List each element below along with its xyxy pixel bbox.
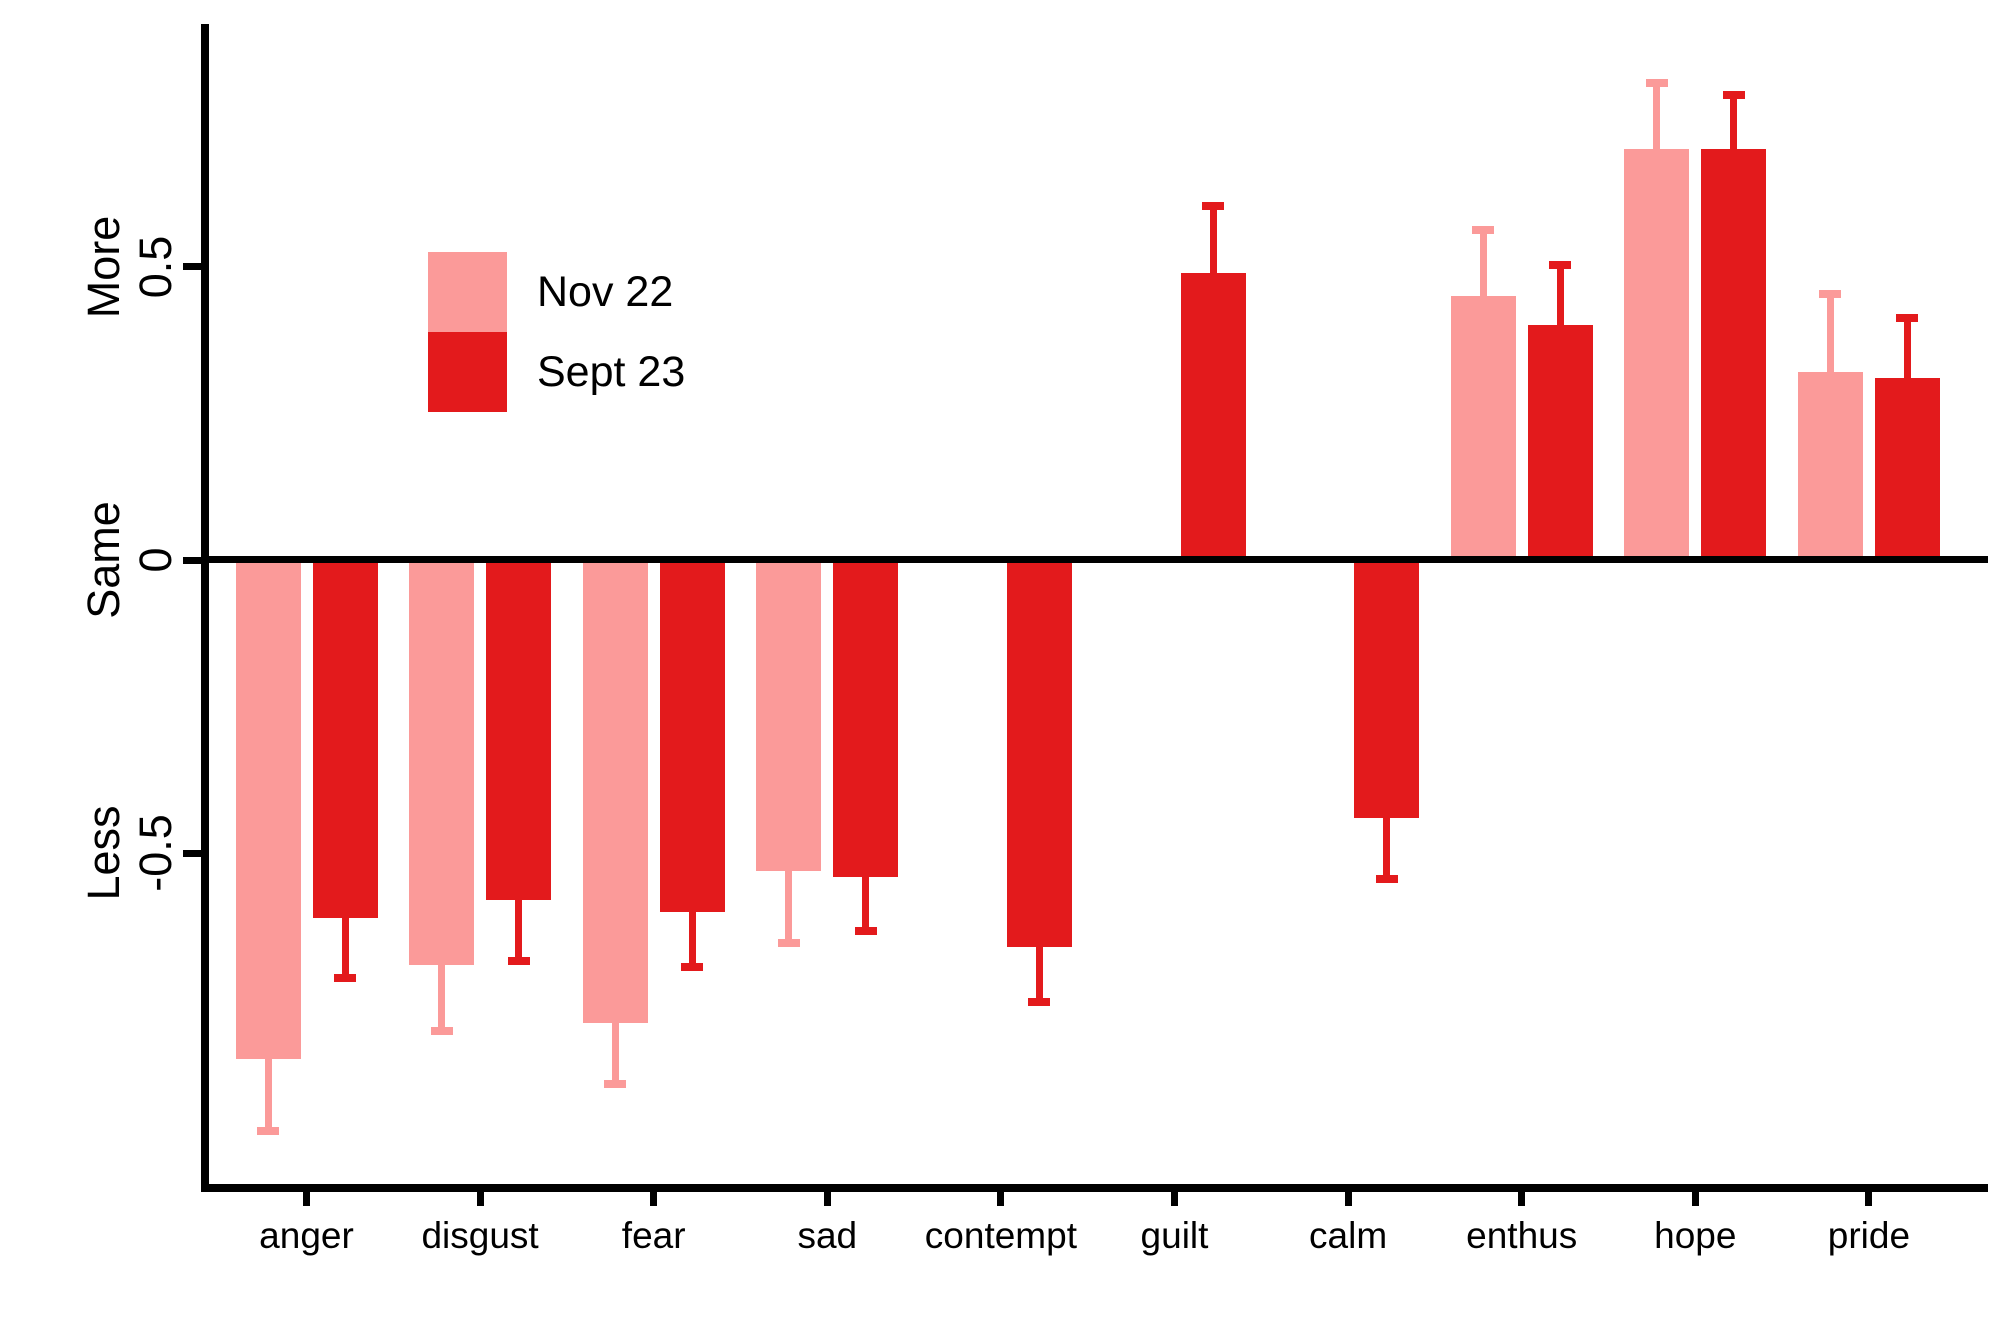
error-cap-disgust-nov-22 [430,1027,453,1036]
error-bar-contempt-sept-23 [1035,947,1043,1006]
x-tick-guilt [1171,1192,1178,1206]
y-tick--0.5 [183,849,205,857]
bar-hope-nov-22 [1624,149,1690,560]
error-cap-fear-nov-22 [604,1079,627,1088]
y-band-label-less: Less [78,805,129,901]
error-cap-fear-sept-23 [681,962,704,971]
x-label-calm: calm [1309,1215,1388,1256]
bar-enthus-sept-23 [1527,325,1593,560]
legend-item-nov-22: Nov 22 [428,252,685,332]
bar-calm-sept-23 [1354,560,1420,819]
error-cap-calm-sept-23 [1375,874,1398,883]
error-cap-contempt-sept-23 [1028,997,1051,1006]
error-cap-pride-nov-22 [1819,290,1842,299]
legend: Nov 22 Sept 23 [428,252,685,412]
x-axis-spine [201,1184,1988,1192]
x-label-disgust: disgust [421,1215,539,1256]
y-tick-label-0.5: 0.5 [130,235,181,299]
error-bar-fear-sept-23 [688,911,696,971]
error-bar-sad-nov-22 [785,870,793,948]
error-bar-pride-nov-22 [1826,290,1834,373]
error-bar-disgust-sept-23 [515,900,523,965]
x-label-guilt: guilt [1140,1215,1209,1256]
bar-anger-sept-23 [312,560,378,918]
x-tick-calm [1344,1192,1352,1206]
error-bar-enthus-sept-23 [1556,260,1564,326]
bar-contempt-sept-23 [1006,560,1072,948]
x-tick-pride [1865,1192,1873,1206]
error-bar-enthus-nov-22 [1479,225,1487,297]
x-label-contempt: contempt [924,1215,1077,1256]
error-cap-anger-sept-23 [334,974,356,983]
bar-disgust-sept-23 [486,560,552,901]
error-cap-hope-nov-22 [1645,79,1668,88]
error-bar-hope-sept-23 [1730,90,1738,150]
error-cap-disgust-sept-23 [507,956,530,965]
bar-anger-nov-22 [235,560,301,1059]
y-tick-label-0: 0 [130,547,181,573]
y-axis-spine [201,24,209,1192]
bar-hope-sept-23 [1701,149,1767,560]
x-label-pride: pride [1827,1215,1911,1256]
x-tick-hope [1691,1192,1699,1206]
x-label-anger: anger [259,1215,354,1256]
error-bar-anger-nov-22 [264,1058,272,1135]
y-tick-label--0.5: -0.5 [130,814,181,893]
x-tick-fear [650,1192,658,1206]
legend-label-nov-22: Nov 22 [537,267,674,316]
bar-guilt-sept-23 [1180,272,1246,560]
legend-swatch-sept-23 [428,332,507,412]
x-tick-anger [303,1192,310,1206]
bar-enthus-nov-22 [1450,296,1516,560]
legend-label-sept-23: Sept 23 [537,347,686,396]
error-cap-pride-sept-23 [1896,313,1919,322]
legend-swatch-nov-22 [428,252,507,332]
error-bar-guilt-sept-23 [1209,202,1217,273]
bar-pride-nov-22 [1797,372,1863,560]
x-label-hope: hope [1654,1215,1737,1256]
bar-sad-sept-23 [833,560,899,877]
bar-fear-sept-23 [659,560,725,912]
y-tick-0.5 [183,263,205,271]
bar-pride-sept-23 [1874,378,1940,560]
error-bar-sad-sept-23 [862,876,870,936]
x-label-sad: sad [797,1215,858,1256]
error-cap-anger-nov-22 [257,1126,279,1135]
legend-item-sept-23: Sept 23 [428,332,685,412]
error-bar-pride-sept-23 [1903,313,1911,379]
y-tick-0 [183,556,205,564]
y-band-label-same: Same [78,501,129,619]
bar-fear-nov-22 [582,560,648,1024]
zero-baseline [201,556,1988,563]
error-cap-sad-sept-23 [854,927,877,936]
x-tick-contempt [997,1192,1005,1206]
y-band-label-more: More [78,215,129,319]
x-tick-enthus [1518,1192,1526,1206]
error-cap-sad-nov-22 [777,939,800,948]
error-cap-hope-sept-23 [1722,90,1745,99]
error-bar-fear-nov-22 [611,1023,619,1088]
x-label-enthus: enthus [1466,1215,1578,1256]
error-cap-guilt-sept-23 [1202,202,1224,211]
x-tick-sad [823,1192,831,1206]
error-bar-disgust-nov-22 [438,964,446,1036]
bar-disgust-nov-22 [409,560,475,965]
error-bar-calm-sept-23 [1383,818,1391,883]
error-cap-enthus-nov-22 [1472,225,1495,234]
error-cap-enthus-sept-23 [1549,260,1572,269]
x-tick-disgust [476,1192,484,1206]
error-bar-anger-sept-23 [341,917,349,983]
bar-sad-nov-22 [756,560,822,871]
error-bar-hope-nov-22 [1653,79,1661,150]
x-label-fear: fear [621,1215,686,1256]
